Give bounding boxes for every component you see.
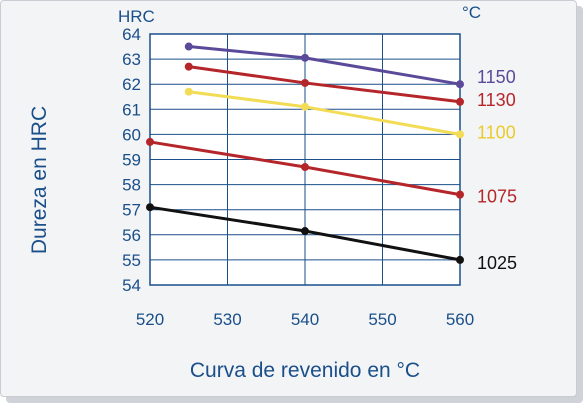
y-tick-label: 62	[122, 75, 141, 94]
series-group	[146, 42, 464, 264]
data-point	[301, 53, 309, 62]
data-point	[456, 97, 464, 106]
x-tick-label: 520	[136, 310, 164, 329]
x-tick-label: 540	[291, 310, 319, 329]
x-tick-label: 550	[368, 310, 396, 329]
data-point	[301, 163, 309, 172]
legend-unit-label: °C	[462, 3, 481, 22]
x-axis-ticks: 520 530 540 550 560	[136, 310, 474, 329]
y-tick-label: 57	[122, 201, 141, 220]
series-label-1100: 1100	[477, 122, 516, 142]
x-axis-title: Curva de revenido en °C	[190, 359, 420, 382]
data-point	[456, 190, 464, 199]
y-tick-label: 60	[122, 125, 141, 144]
y-tick-label: 61	[122, 100, 141, 119]
y-tick-label: 55	[122, 251, 141, 270]
series-label-1150: 1150	[477, 67, 516, 87]
data-point	[456, 255, 464, 264]
data-point	[301, 227, 309, 236]
data-point	[456, 80, 464, 89]
data-point	[456, 130, 464, 139]
data-point	[146, 137, 154, 146]
series-label-1025: 1025	[477, 253, 517, 273]
x-tick-label: 560	[446, 310, 474, 329]
y-tick-label: 54	[122, 276, 141, 295]
data-point	[301, 78, 309, 87]
y-axis-ticks: 54 55 56 57 58 59 60 61 62 63 64	[122, 25, 141, 295]
series-label-1075: 1075	[477, 187, 517, 207]
x-tick-label: 530	[213, 310, 241, 329]
y-axis-title: Dureza en HRC	[28, 106, 51, 254]
y-tick-label: 58	[122, 176, 141, 195]
data-point	[301, 102, 309, 111]
series-label-1130: 1130	[477, 90, 516, 110]
y-unit-label: HRC	[118, 7, 155, 26]
y-tick-label: 64	[122, 25, 141, 44]
data-point	[184, 87, 193, 96]
data-point	[184, 42, 193, 51]
y-tick-label: 63	[122, 50, 141, 69]
data-point	[184, 62, 193, 71]
y-tick-label: 56	[122, 226, 141, 245]
data-point	[146, 203, 154, 212]
y-tick-label: 59	[122, 151, 141, 170]
series-labels: 1150 1130 1100 1075 1025	[477, 67, 517, 273]
